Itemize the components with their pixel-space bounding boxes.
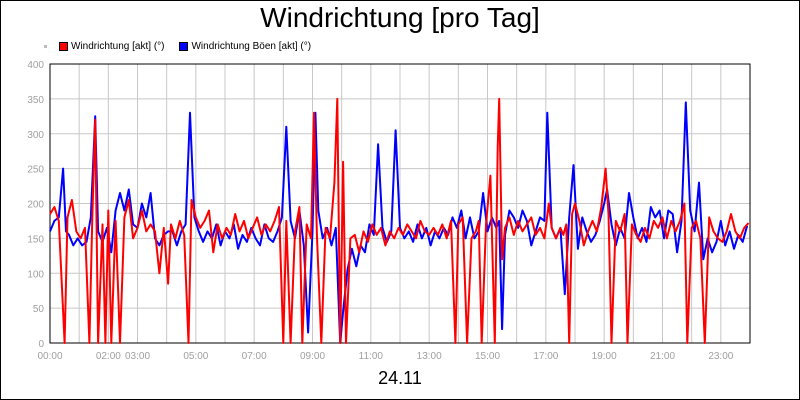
legend-swatch-blue — [179, 41, 189, 51]
x-axis-label: 24.11 — [378, 368, 422, 388]
y-tick-label: 50 — [33, 304, 45, 315]
legend-label: Windrichtung Böen [akt] (°) — [191, 40, 312, 52]
y-tick-label: 350 — [27, 95, 44, 106]
legend: Windrichtung [akt] (°) Windrichtung Böen… — [44, 40, 326, 52]
legend-item-series-2: Windrichtung Böen [akt] (°) — [179, 41, 311, 52]
x-tick-label: 11:00 — [359, 351, 384, 362]
legend-swatch-red — [59, 41, 68, 51]
y-tick-label: 0 — [38, 339, 44, 350]
legend-item-series-1: Windrichtung [akt] (°) — [59, 41, 164, 52]
y-tick-label: 200 — [27, 200, 44, 211]
x-tick-label: 07:00 — [242, 351, 267, 362]
legend-label: Windrichtung [akt] (°) — [71, 40, 165, 52]
series-line-windrichtung — [49, 97, 750, 344]
x-tick-label: 13:00 — [417, 351, 442, 362]
x-tick-label: 19:00 — [592, 351, 617, 362]
y-tick-label: 400 — [27, 60, 44, 71]
series-line-boeen — [49, 101, 749, 344]
x-tick-label: 00:00 — [37, 351, 62, 362]
legend-marker-icon — [44, 44, 47, 48]
x-tick-label: 17:00 — [533, 351, 558, 362]
y-tick-label: 100 — [27, 269, 44, 280]
plot-border — [49, 63, 751, 344]
x-tick-label: 21:00 — [650, 351, 675, 362]
y-tick-label: 300 — [27, 130, 44, 141]
y-tick-label: 150 — [27, 234, 44, 245]
x-tick-label: 03:00 — [125, 351, 150, 362]
chart-title: Windrichtung [pro Tag] — [260, 2, 540, 33]
y-tick-label: 250 — [27, 165, 44, 176]
x-tick-label: 09:00 — [300, 351, 325, 362]
x-tick-label: 23:00 — [708, 351, 733, 362]
x-tick-label: 15:00 — [475, 351, 500, 362]
x-tick-label: 02:00 — [96, 351, 121, 362]
x-tick-label: 05:00 — [183, 351, 208, 362]
